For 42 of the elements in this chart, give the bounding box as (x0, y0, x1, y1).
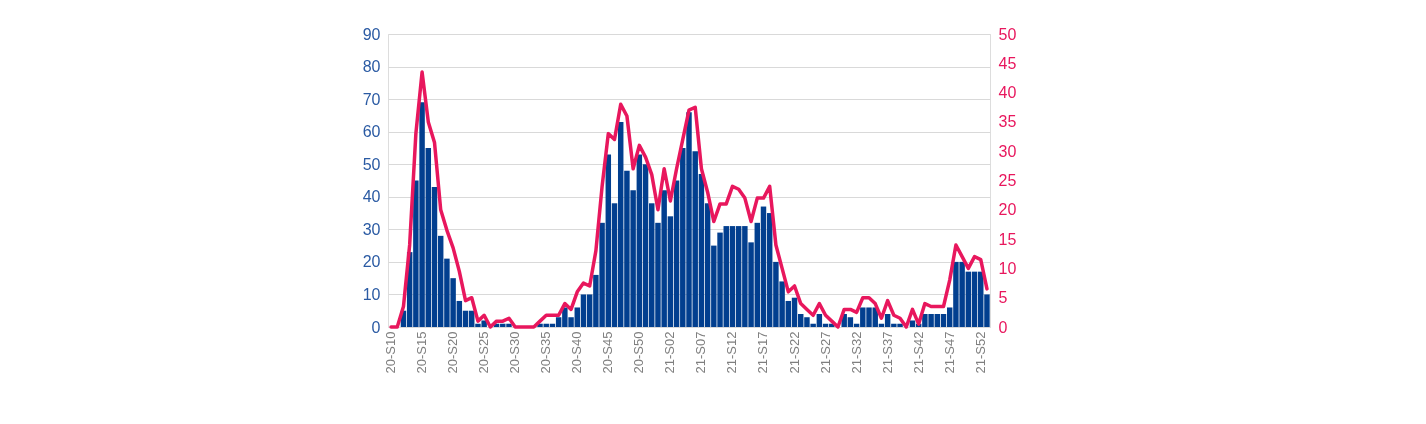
x-tick-label: 21-S42 (910, 331, 926, 374)
x-tick-label: 21-S47 (941, 331, 957, 374)
x-tick-label: 20-S15 (414, 331, 430, 374)
x-tick-label: 20-S50 (631, 331, 647, 374)
x-tick-label: 21-S27 (817, 331, 833, 374)
x-tick-label: 21-S12 (724, 331, 740, 374)
y2-tick-label: 35 (998, 113, 1017, 131)
y-tick-label: 70 (362, 90, 381, 108)
y-tick-label: 80 (362, 58, 381, 76)
x-tick-label: 21-S52 (972, 331, 988, 374)
y2-tick-label: 15 (998, 230, 1017, 248)
y2-tick-label: 40 (998, 84, 1017, 102)
y2-tick-label: 30 (998, 142, 1017, 160)
y-tick-label: 60 (362, 123, 381, 141)
y2-tick-label: 25 (998, 172, 1017, 189)
y-tick-label: 50 (362, 155, 381, 173)
y-tick-label: 90 (362, 25, 381, 43)
y-tick-label: 20 (362, 253, 381, 271)
x-tick-label: 20-S25 (476, 331, 492, 374)
x-tick-label: 21-S17 (755, 331, 771, 374)
line-series (389, 70, 989, 329)
y-tick-label: 40 (362, 188, 381, 206)
x-tick-label: 20-S10 (383, 331, 399, 374)
x-tick-label: 20-S45 (600, 331, 616, 374)
x-tick-label: 21-S22 (786, 331, 802, 374)
x-tick-label: 20-S35 (538, 331, 554, 374)
x-tick-label: 20-S20 (445, 331, 461, 374)
y2-tick-label: 45 (998, 54, 1017, 72)
y-tick-label: 30 (362, 220, 381, 238)
x-tick-label: 20-S40 (569, 331, 585, 374)
y-tick-label: 0 (371, 318, 381, 336)
x-tick-label: 21-S02 (662, 331, 678, 374)
y-tick-label: 10 (362, 285, 381, 303)
y2-tick-label: 5 (998, 289, 1008, 307)
y2-tick-label: 10 (998, 259, 1017, 277)
x-tick-label: 21-S32 (848, 331, 864, 374)
y2-tick-label: 20 (998, 201, 1017, 219)
y2-tick-label: 50 (998, 25, 1017, 43)
x-tick-label: 21-S07 (693, 331, 709, 374)
x-tick-label: 20-S30 (507, 331, 523, 374)
y2-tick-label: 0 (998, 318, 1008, 336)
x-tick-label: 21-S37 (879, 331, 895, 374)
